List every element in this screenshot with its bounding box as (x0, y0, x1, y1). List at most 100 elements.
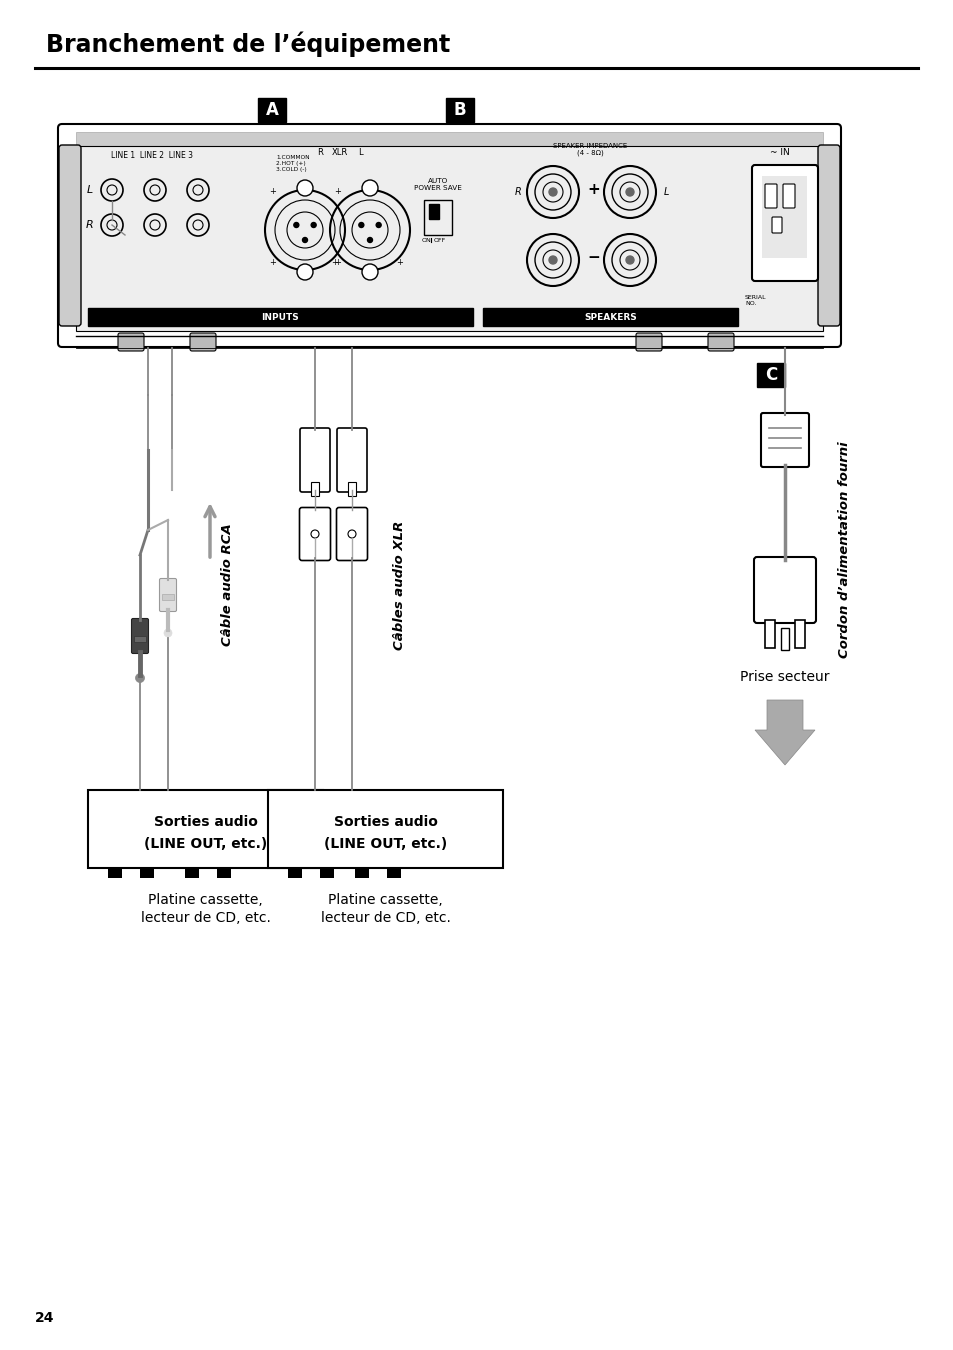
Text: 1.COMMON
2.HOT (+)
3.COLD (-): 1.COMMON 2.HOT (+) 3.COLD (-) (275, 155, 310, 171)
Bar (108, 868, 122, 878)
Circle shape (548, 256, 557, 265)
Text: Câble audio RCA: Câble audio RCA (221, 524, 234, 647)
Circle shape (625, 256, 634, 265)
FancyBboxPatch shape (771, 217, 781, 234)
Circle shape (294, 223, 298, 228)
Text: +: + (587, 182, 599, 197)
Bar (764, 620, 774, 648)
Text: Câbles audio XLR: Câbles audio XLR (393, 520, 406, 649)
Bar (185, 868, 199, 878)
FancyBboxPatch shape (299, 428, 330, 491)
Circle shape (296, 265, 313, 279)
Text: lecteur de CD, etc.: lecteur de CD, etc. (140, 911, 270, 925)
Text: Prise secteur: Prise secteur (740, 670, 829, 684)
Circle shape (302, 238, 307, 243)
Circle shape (296, 180, 313, 196)
FancyBboxPatch shape (118, 333, 144, 351)
FancyBboxPatch shape (299, 508, 330, 560)
Text: −: − (587, 251, 599, 266)
Text: +: + (270, 188, 276, 196)
Text: Cordon d’alimentation fourni: Cordon d’alimentation fourni (838, 441, 851, 659)
Bar (446, 99, 474, 122)
Bar (761, 176, 806, 258)
Text: R: R (86, 220, 93, 230)
Circle shape (361, 265, 377, 279)
Text: Platine cassette,: Platine cassette, (148, 892, 263, 907)
Text: lecteur de CD, etc.: lecteur de CD, etc. (320, 911, 450, 925)
FancyBboxPatch shape (58, 124, 841, 347)
Text: Platine cassette,: Platine cassette, (328, 892, 442, 907)
Bar (423, 200, 452, 235)
Text: AUTO
POWER SAVE: AUTO POWER SAVE (414, 178, 461, 190)
FancyBboxPatch shape (707, 333, 733, 351)
Text: L: L (357, 148, 362, 157)
Text: 24: 24 (35, 1311, 54, 1324)
FancyBboxPatch shape (751, 165, 817, 281)
Bar (140, 868, 153, 878)
Bar (133, 636, 146, 643)
Text: +: + (270, 258, 276, 267)
FancyBboxPatch shape (59, 144, 81, 325)
Text: XLR: XLR (332, 148, 348, 157)
Circle shape (361, 180, 377, 196)
Bar (781, 628, 788, 649)
Polygon shape (754, 701, 814, 765)
Circle shape (358, 223, 363, 228)
Text: +: + (335, 258, 341, 267)
FancyBboxPatch shape (132, 618, 149, 653)
Bar (76, 146, 822, 331)
Text: OFF: OFF (434, 238, 446, 243)
Text: +: + (396, 258, 403, 267)
Text: L: L (87, 185, 93, 194)
Text: ON: ON (421, 238, 432, 243)
Circle shape (164, 629, 172, 637)
Text: SERIAL
NO.: SERIAL NO. (744, 296, 766, 306)
Text: A: A (265, 101, 278, 119)
Text: SPEAKERS: SPEAKERS (583, 312, 637, 321)
FancyBboxPatch shape (190, 333, 215, 351)
Bar (288, 868, 302, 878)
Circle shape (135, 674, 144, 683)
Bar (88, 308, 473, 325)
Text: L: L (662, 188, 668, 197)
Text: B: B (454, 101, 466, 119)
Circle shape (311, 223, 315, 228)
Bar (757, 363, 784, 387)
Text: +: + (332, 258, 338, 267)
Bar (319, 868, 334, 878)
Bar (348, 482, 355, 495)
Bar (355, 868, 369, 878)
Bar (429, 204, 438, 219)
Bar (387, 868, 400, 878)
Circle shape (375, 223, 381, 228)
Bar (76, 132, 822, 146)
Circle shape (625, 188, 634, 196)
Circle shape (367, 238, 372, 243)
Text: +: + (335, 188, 341, 196)
Text: SPEAKER IMPEDANCE
(4 - 8Ω): SPEAKER IMPEDANCE (4 - 8Ω) (553, 143, 626, 157)
FancyBboxPatch shape (336, 428, 367, 491)
Text: Sorties audio: Sorties audio (334, 815, 437, 829)
Text: R: R (316, 148, 323, 157)
Bar (794, 620, 804, 648)
FancyBboxPatch shape (336, 508, 367, 560)
Circle shape (548, 188, 557, 196)
FancyBboxPatch shape (636, 333, 661, 351)
Bar (216, 868, 231, 878)
FancyBboxPatch shape (817, 144, 840, 325)
Text: ~ IN: ~ IN (769, 148, 789, 157)
FancyBboxPatch shape (764, 184, 776, 208)
FancyBboxPatch shape (159, 579, 176, 612)
Text: Sorties audio: Sorties audio (153, 815, 257, 829)
Bar (268, 790, 502, 868)
Bar (162, 594, 173, 599)
Text: LINE 1  LINE 2  LINE 3: LINE 1 LINE 2 LINE 3 (111, 151, 193, 161)
Text: Branchement de l’équipement: Branchement de l’équipement (46, 31, 450, 57)
Text: (LINE OUT, etc.): (LINE OUT, etc.) (323, 837, 447, 850)
FancyBboxPatch shape (753, 558, 815, 622)
Text: R: R (514, 188, 521, 197)
Text: INPUTS: INPUTS (261, 312, 299, 321)
Text: (LINE OUT, etc.): (LINE OUT, etc.) (144, 837, 267, 850)
Bar (257, 99, 286, 122)
FancyBboxPatch shape (760, 413, 808, 467)
